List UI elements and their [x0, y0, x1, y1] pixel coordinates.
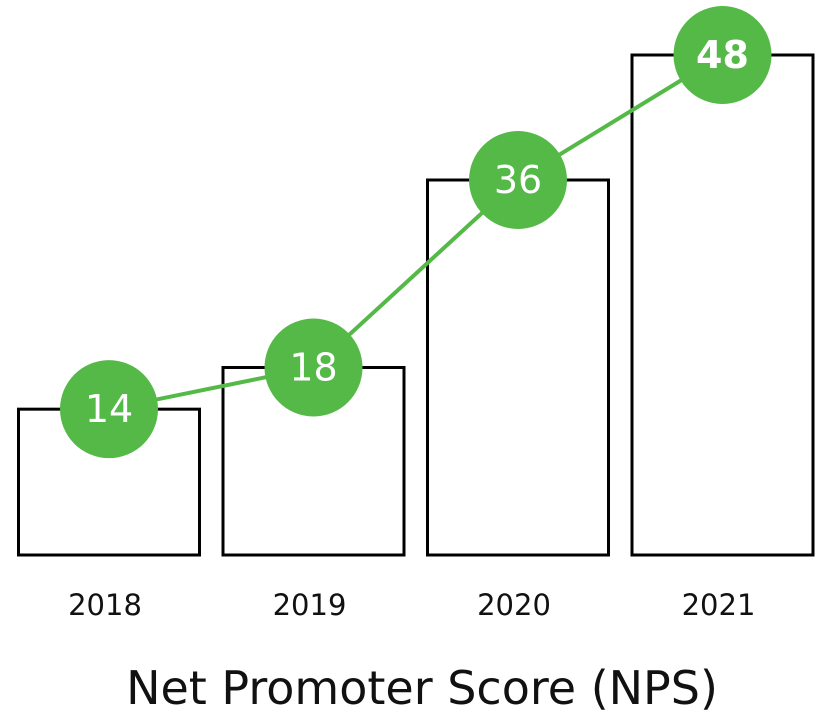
value-marker	[469, 131, 567, 229]
x-tick-label: 2020	[477, 588, 551, 622]
trend-line	[108, 53, 724, 412]
chart-title: Net Promoter Score (NPS)	[126, 661, 718, 715]
value-marker	[264, 318, 363, 417]
value-label: 48	[696, 33, 749, 77]
value-label: 14	[85, 387, 133, 431]
bar	[630, 53, 815, 557]
value-label: 36	[494, 158, 542, 202]
x-tick-label: 2021	[682, 588, 756, 622]
value-label: 18	[289, 346, 337, 390]
x-tick-label: 2018	[68, 588, 142, 622]
x-tick-label: 2019	[273, 588, 347, 622]
value-marker	[60, 360, 158, 459]
value-marker	[673, 6, 772, 104]
